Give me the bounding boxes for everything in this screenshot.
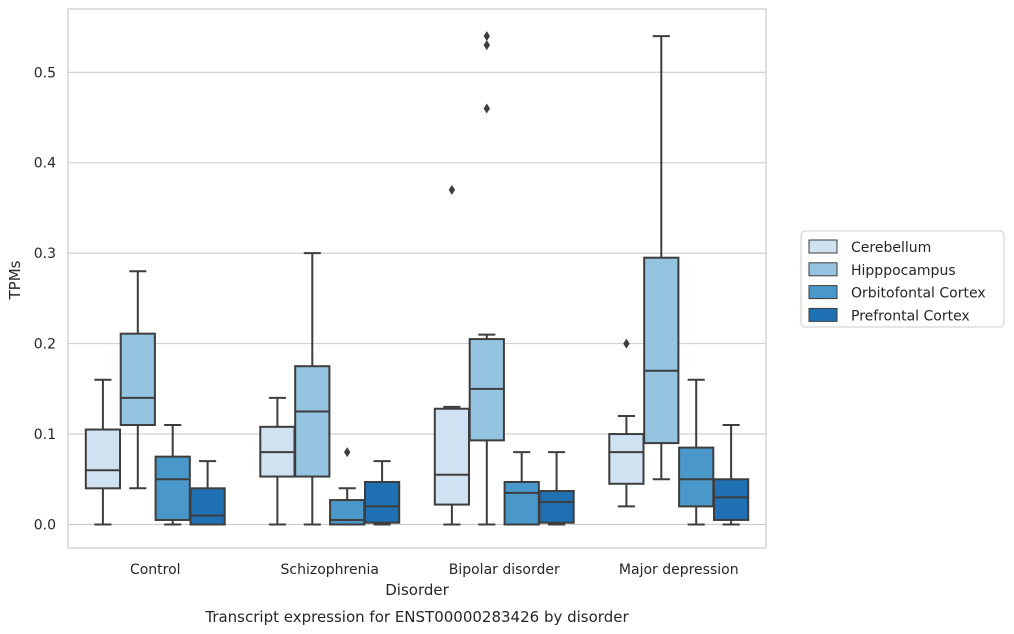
box-1-2 — [329, 447, 366, 526]
legend-label: Cerebellum — [851, 240, 931, 256]
box-iqr — [433, 407, 471, 506]
box-iqr — [189, 487, 226, 526]
legend-swatch — [808, 307, 838, 322]
y-tick-label: 0.5 — [34, 65, 56, 81]
x-tick-label: Bipolar disorder — [449, 562, 560, 578]
box-2-0 — [433, 184, 471, 526]
box-2-2 — [503, 451, 540, 526]
legend-label: Orbitofontal Cortex — [851, 286, 986, 302]
x-tick-label: Schizophrenia — [281, 562, 379, 578]
legend-swatch — [808, 262, 838, 277]
box-0-2 — [154, 424, 191, 526]
legend: Cerebellum Hipppocampus Orbitofontal Corte… — [800, 230, 1005, 328]
legend-label: Hipppocampus — [851, 263, 956, 279]
y-tick-label: 0.4 — [34, 156, 56, 172]
outlier-point — [483, 103, 490, 114]
box-2-1 — [468, 31, 505, 526]
box-3-1 — [643, 35, 680, 481]
box-iqr — [294, 365, 331, 478]
x-tick-labels: Control Schizophrenia Bipolar disorder Majo… — [130, 562, 739, 578]
plot-frame — [67, 8, 767, 549]
y-axis-label: TPMs — [6, 260, 24, 300]
box-groups — [84, 31, 750, 526]
gridlines — [68, 71, 766, 526]
box-1-3 — [363, 460, 401, 526]
box-1-0 — [259, 396, 296, 526]
legend-frame — [800, 230, 1005, 328]
box-iqr — [643, 256, 680, 445]
box-iqr — [503, 480, 540, 526]
outlier-point — [448, 184, 456, 195]
y-tick-label: 0.2 — [34, 337, 56, 353]
y-tick-labels: 0.0 0.1 0.2 0.3 0.4 0.5 — [34, 65, 56, 533]
x-axis-label: Disorder — [385, 581, 449, 599]
box-iqr — [712, 478, 750, 521]
box-iqr — [154, 455, 191, 521]
box-3-0 — [608, 338, 645, 508]
box-3-2 — [678, 378, 715, 526]
box-2-3 — [538, 451, 575, 526]
outlier-point — [483, 40, 490, 51]
box-0-0 — [84, 378, 122, 526]
legend-swatch — [808, 239, 838, 254]
x-tick-label: Control — [130, 562, 181, 578]
box-iqr — [678, 446, 715, 508]
box-iqr — [119, 332, 156, 427]
y-tick-label: 0.1 — [34, 427, 56, 443]
legend-label: Prefrontal Cortex — [851, 308, 970, 324]
box-0-3 — [189, 460, 226, 526]
legend-swatch — [808, 285, 838, 300]
box-0-1 — [119, 270, 156, 490]
box-iqr — [608, 433, 645, 485]
box-iqr — [84, 428, 122, 490]
x-tick-label: Major depression — [619, 562, 739, 578]
y-tick-label: 0.3 — [34, 246, 56, 262]
chart-caption: Transcript expression for ENST0000028342… — [204, 608, 629, 626]
box-iqr — [538, 490, 575, 524]
outlier-point — [344, 447, 351, 458]
box-3-3 — [712, 424, 750, 526]
box-iqr — [363, 480, 401, 524]
outlier-point — [483, 31, 490, 42]
outlier-point — [623, 338, 630, 349]
y-tick-label: 0.0 — [34, 517, 56, 533]
box-1-1 — [294, 252, 331, 526]
